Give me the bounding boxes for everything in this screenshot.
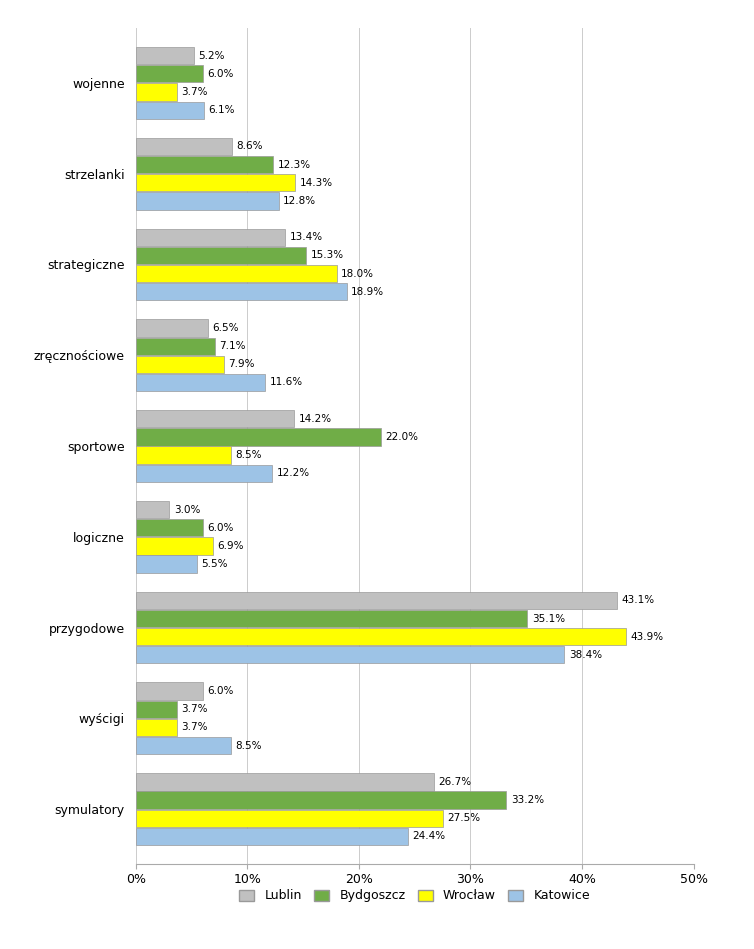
Text: 18.0%: 18.0%: [341, 269, 374, 279]
Text: 6.9%: 6.9%: [217, 541, 244, 550]
Text: 6.0%: 6.0%: [207, 686, 234, 697]
Text: 3.7%: 3.7%: [182, 722, 208, 733]
Bar: [136, 828, 408, 845]
Text: 14.2%: 14.2%: [299, 414, 332, 424]
Text: 13.4%: 13.4%: [290, 233, 323, 242]
Text: 6.0%: 6.0%: [207, 69, 234, 79]
Bar: [136, 102, 204, 119]
Text: 8.6%: 8.6%: [236, 141, 262, 152]
Bar: [136, 428, 382, 446]
Bar: [136, 446, 231, 464]
Bar: [136, 356, 224, 373]
Text: 12.8%: 12.8%: [283, 195, 316, 206]
Text: 3.7%: 3.7%: [182, 87, 208, 97]
Text: 6.5%: 6.5%: [213, 323, 239, 333]
Bar: [136, 610, 527, 627]
Bar: [136, 555, 197, 572]
Text: 12.2%: 12.2%: [276, 468, 309, 478]
Text: 26.7%: 26.7%: [438, 777, 471, 787]
Bar: [136, 773, 434, 791]
Bar: [136, 737, 231, 754]
Bar: [136, 265, 336, 282]
Bar: [136, 501, 169, 518]
Text: 3.7%: 3.7%: [182, 704, 208, 715]
Bar: [136, 47, 194, 65]
Text: 3.0%: 3.0%: [173, 505, 200, 514]
Text: 33.2%: 33.2%: [510, 795, 544, 805]
Bar: [136, 537, 213, 554]
Text: 6.1%: 6.1%: [208, 105, 234, 115]
Text: 15.3%: 15.3%: [311, 251, 344, 260]
Bar: [136, 229, 285, 246]
Text: 18.9%: 18.9%: [351, 287, 385, 297]
Bar: [136, 718, 177, 736]
Text: 5.5%: 5.5%: [201, 559, 228, 569]
Bar: [136, 646, 564, 663]
Bar: [136, 700, 177, 717]
Bar: [136, 465, 272, 482]
Bar: [136, 809, 443, 827]
Bar: [136, 592, 617, 609]
Bar: [136, 338, 215, 355]
Text: 7.1%: 7.1%: [219, 342, 246, 351]
Text: 12.3%: 12.3%: [277, 159, 311, 170]
Legend: Lublin, Bydgoszcz, Wrocław, Katowice: Lublin, Bydgoszcz, Wrocław, Katowice: [234, 884, 595, 907]
Bar: [136, 156, 273, 174]
Bar: [136, 138, 231, 155]
Bar: [136, 519, 203, 536]
Text: 24.4%: 24.4%: [412, 831, 446, 842]
Bar: [136, 374, 265, 391]
Text: 11.6%: 11.6%: [270, 378, 303, 387]
Text: 8.5%: 8.5%: [235, 450, 262, 460]
Bar: [136, 65, 203, 83]
Text: 14.3%: 14.3%: [300, 177, 333, 188]
Bar: [136, 283, 347, 300]
Text: 7.9%: 7.9%: [228, 360, 255, 369]
Text: 8.5%: 8.5%: [235, 740, 262, 751]
Text: 35.1%: 35.1%: [532, 613, 565, 623]
Bar: [136, 84, 177, 101]
Bar: [136, 410, 294, 427]
Text: 6.0%: 6.0%: [207, 523, 234, 532]
Text: 43.1%: 43.1%: [621, 595, 654, 605]
Bar: [136, 247, 306, 264]
Bar: [136, 682, 203, 699]
Bar: [136, 175, 296, 192]
Bar: [136, 193, 278, 210]
Text: 27.5%: 27.5%: [447, 813, 480, 823]
Bar: [136, 791, 506, 809]
Text: 38.4%: 38.4%: [569, 650, 602, 660]
Bar: [136, 628, 626, 645]
Text: 5.2%: 5.2%: [198, 50, 225, 61]
Text: 22.0%: 22.0%: [386, 432, 418, 442]
Bar: [136, 320, 208, 337]
Text: 43.9%: 43.9%: [630, 632, 664, 642]
